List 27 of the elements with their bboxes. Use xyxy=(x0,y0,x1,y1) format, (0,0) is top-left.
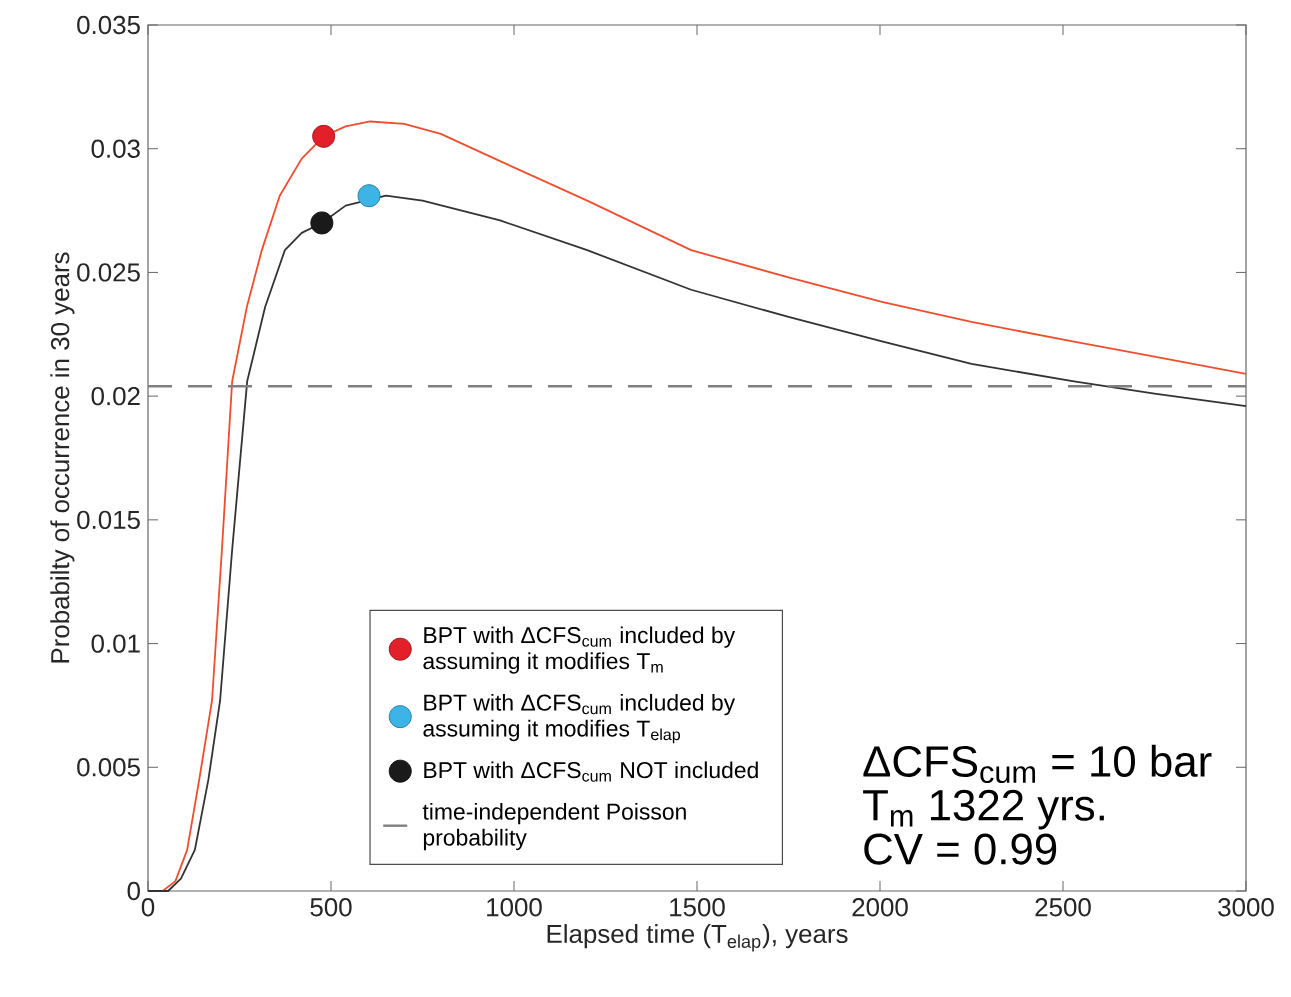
y-tick-label: 0.005 xyxy=(77,758,140,777)
y-tick-label: 0.015 xyxy=(77,510,140,530)
x-axis-title: Elapsed time (T$_{elap}$), years xyxy=(547,924,848,952)
y-axis-title: Probabilty of occurrence in 30 years xyxy=(50,252,75,663)
x-tick-label: 0 xyxy=(141,898,155,917)
x-tick-label: 2000 xyxy=(852,898,908,917)
annotation: CV = 0.99 xyxy=(864,833,1057,865)
x-tick-label: 1000 xyxy=(487,898,542,917)
legend-label: time-independent Poisson probability xyxy=(422,802,686,851)
y-tick-label: 0 xyxy=(127,881,140,901)
y-tick-label: 0.025 xyxy=(77,263,140,282)
point xyxy=(357,184,381,208)
y-tick-label: 0.02 xyxy=(91,386,140,406)
legend-label: BPT with ΔCFS$_{cum}$ NOT included xyxy=(424,761,758,782)
legend-label: BPT with ΔCFS$_{cum}$ included by assuming it modifies T$_{elap}$ xyxy=(423,693,736,744)
x-tick-label: 500 xyxy=(310,898,352,917)
annotation: ΔCFS$_{cum}$ = 10 bar xyxy=(863,744,1212,784)
annotation: T$_{m}$ 1322 yrs. xyxy=(863,789,1104,830)
point xyxy=(310,211,334,235)
x-tick-label: 1500 xyxy=(670,898,725,917)
legend-label: BPT with ΔCFS$_{cum}$ included by assuming it modifies T$_{m}$ xyxy=(423,626,736,674)
y-tick-label: 0.035 xyxy=(77,15,140,35)
y-tick-label: 0.03 xyxy=(91,139,140,158)
x-tick-label: 3000 xyxy=(1218,898,1274,917)
x-tick-label: 2500 xyxy=(1035,898,1091,917)
point xyxy=(312,124,336,148)
y-tick-label: 0.01 xyxy=(91,634,140,653)
